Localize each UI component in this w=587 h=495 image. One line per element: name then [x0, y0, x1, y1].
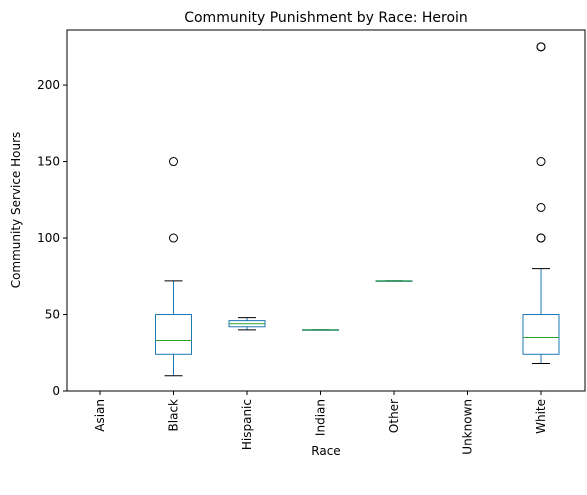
chart-title: Community Punishment by Race: Heroin	[184, 10, 468, 26]
y-tick-label: 0	[52, 384, 60, 398]
outlier-point	[536, 42, 546, 52]
y-tick-label: 150	[37, 155, 60, 169]
x-tick-label: Other	[387, 399, 401, 433]
outlier-point	[536, 157, 546, 167]
outlier-point	[536, 202, 546, 212]
box-black	[155, 314, 192, 355]
y-tick-label: 100	[37, 231, 60, 245]
x-tick-label: Unknown	[461, 399, 475, 455]
x-tick-label: Black	[167, 399, 181, 432]
plot-frame	[66, 29, 586, 392]
x-tick-label: White	[534, 399, 548, 434]
x-axis-title: Race	[311, 444, 340, 458]
outlier-point	[169, 157, 178, 167]
outlier-point	[536, 233, 546, 243]
y-tick-label: 50	[45, 308, 60, 322]
x-tick-label: Asian	[93, 399, 107, 432]
y-tick-label: 200	[37, 78, 60, 92]
outlier-point	[169, 233, 178, 243]
box-white	[522, 314, 560, 355]
x-tick-label: Hispanic	[240, 399, 254, 450]
y-axis-title: Community Service Hours	[9, 132, 23, 289]
plot-area: 0 50 100 150 200 Asian Black Hispanic Indian Othe…	[37, 42, 560, 455]
x-tick-label: Indian	[314, 399, 328, 436]
